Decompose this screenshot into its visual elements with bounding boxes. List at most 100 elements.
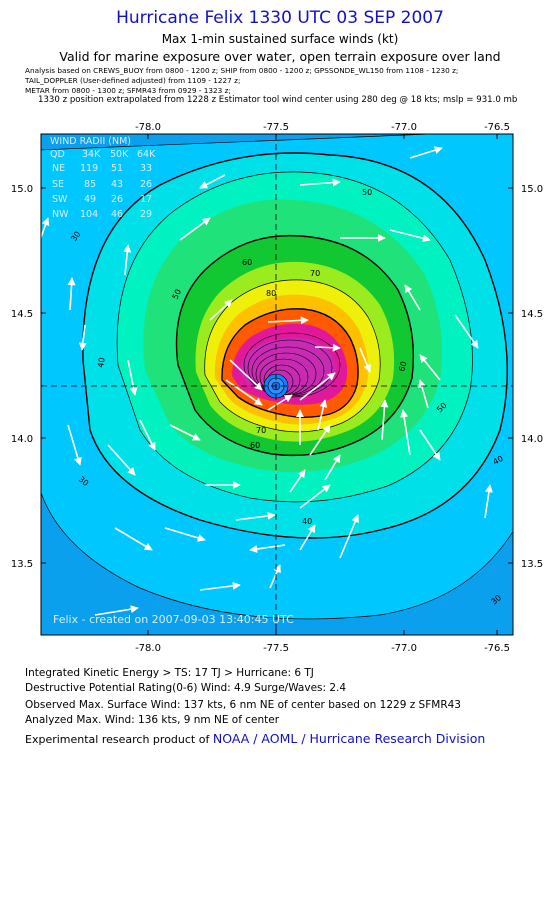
lat-tick-label-left: 15.0 [11,184,33,195]
wind-radii-cell: 26 [111,194,123,205]
wind-vector-arrow [67,277,76,311]
lon-tick-label-bottom: -76.5 [484,643,510,654]
wind-vector-arrow [199,581,241,591]
contour-label: 80 [266,289,276,298]
wind-vector-arrow [225,379,263,406]
lat-tick-label-left: 14.5 [11,309,33,320]
wind-vector-arrow [400,409,411,456]
wind-vector-arrow [169,424,201,441]
wind-vector-arrow [299,372,336,401]
wind-vector-arrow [339,514,359,559]
lon-tick-label-top: -78.0 [135,122,161,133]
wind-vector-arrow [249,544,286,553]
wind-radii-header: 50K [110,149,129,160]
ike-line: Integrated Kinetic Energy > TS: 17 TJ > … [25,667,314,679]
contour-label: 60 [397,360,408,372]
hrd-link[interactable]: NOAA / AOML / Hurricane Research Divisio… [212,731,486,746]
wind-vector-arrow [418,379,429,409]
wind-vector-arrow [289,469,306,493]
wind-vector-arrow [114,527,153,551]
contour-label: 70 [256,426,266,435]
observed-max-wind: Observed Max. Surface Wind: 137 kts, 6 n… [25,699,461,711]
wind-radii-cell: SE [52,179,64,190]
wind-vector-arrow [317,399,328,431]
lon-tick-label-bottom: -78.0 [135,643,161,654]
wind-vector-arrow [314,343,341,352]
lon-tick-label-top: -77.5 [263,122,289,133]
wind-vector-arrow [209,299,233,321]
center-crosshair [41,134,513,635]
wind-radii-cell: SW [52,194,68,205]
dpr-line: Destructive Potential Rating(0-6) Wind: … [25,682,347,694]
map-title: Hurricane Felix 1330 UTC 03 SEP 2007 [116,8,444,28]
wind-vector-arrow [139,419,156,451]
contour-label: 70 [310,269,320,278]
wind-vector-arrow [164,527,206,542]
wind-vector-arrow [380,399,389,441]
lat-tick-label-right: 14.0 [521,434,543,445]
wind-vector-arrow [409,146,443,159]
validity-note: Valid for marine exposure over water, op… [59,49,501,64]
lat-tick-label-right: 14.5 [521,309,543,320]
analysis-sources-line2: TAIL_DOPPLER (User-defined adjusted) fro… [25,76,241,85]
wind-vector-arrow [389,229,431,243]
wind-vector-arrow [267,394,293,411]
wind-radii-cell: 43 [111,179,123,190]
plot-frame [40,133,514,636]
wind-vector-arrow [404,284,421,311]
map-credit: Felix - created on 2007-09-03 13:40:45 U… [53,613,294,626]
map-subtitle: Max 1-min sustained surface winds (kt) [161,32,399,46]
wind-speed-bands: 30 30 30 40 40 40 50 50 50 60 60 60 70 7… [41,134,513,635]
wind-vector-arrow [127,359,138,396]
wind-radii-cell: 29 [140,209,152,220]
axis-ticks [41,134,513,635]
wind-vector-arrow [67,424,82,466]
wind-radii-table: WIND RADII (NM) QD 34K 50K 64K NE 119 51… [50,136,156,220]
wind-vector-arrow [229,359,263,391]
wind-radii-cell: 46 [111,209,123,220]
wind-vector-arrow [484,484,493,519]
wind-vector-arrow [199,174,226,189]
lat-tick-label-left: 14.0 [11,434,33,445]
lon-tick-label-bottom: -77.5 [263,643,289,654]
contour-label: 40 [302,517,312,526]
lon-tick-label-top: -77.0 [391,122,417,133]
wind-radii-cell: 104 [80,209,98,220]
wind-vector-arrow [299,484,331,509]
wind-radii-header: QD [50,149,65,160]
lat-tick-label-left: 13.5 [11,559,33,570]
position-note: 1330 z position extrapolated from 1228 z… [38,95,518,105]
analysis-sources-line3: METAR from 0800 - 1300 z; SFMR43 from 09… [25,86,231,95]
wind-radii-cell: NW [52,209,69,220]
wind-vector-arrow [267,316,309,325]
wind-radii-cell: NE [52,163,65,174]
wind-radii-cell: 17 [140,194,152,205]
wind-vector-arrow [107,444,136,476]
contour-label: 40 [492,454,505,467]
lon-tick-label-bottom: -77.0 [391,643,417,654]
wind-vector-arrow [419,429,441,461]
contour-label: 50 [171,288,183,301]
axis-labels: -78.0 -77.5 -77.0 -76.5 -78.0 -77.5 -77.… [11,122,543,654]
wind-vector-arrow [419,354,441,381]
wind-vector-arrow [269,564,281,589]
wind-radii-cell: 33 [140,163,152,174]
wind-radii-cell: 51 [111,163,123,174]
wind-vector-arrow [78,324,87,351]
wind-radii-header: 34K [82,149,101,160]
lon-tick-label-top: -76.5 [484,122,510,133]
wind-radii-cell: 119 [80,163,98,174]
lat-tick-label-right: 13.5 [521,559,543,570]
wind-radii-cell: 85 [84,179,96,190]
wind-radii-title: WIND RADII (NM) [50,136,131,147]
contour-label: 50 [362,188,372,197]
analyzed-max-wind: Analyzed Max. Wind: 136 kts, 9 nm NE of … [25,714,280,726]
wind-vector-arrow [123,244,132,276]
contour-label: 60 [242,258,252,267]
wind-vector-arrow [299,524,316,551]
wind-vectors [41,146,493,616]
wind-radii-cell: 49 [84,194,96,205]
wind-vector-arrow [309,424,331,456]
wind-vector-arrow [235,511,276,521]
wind-vector-arrow [94,605,139,616]
